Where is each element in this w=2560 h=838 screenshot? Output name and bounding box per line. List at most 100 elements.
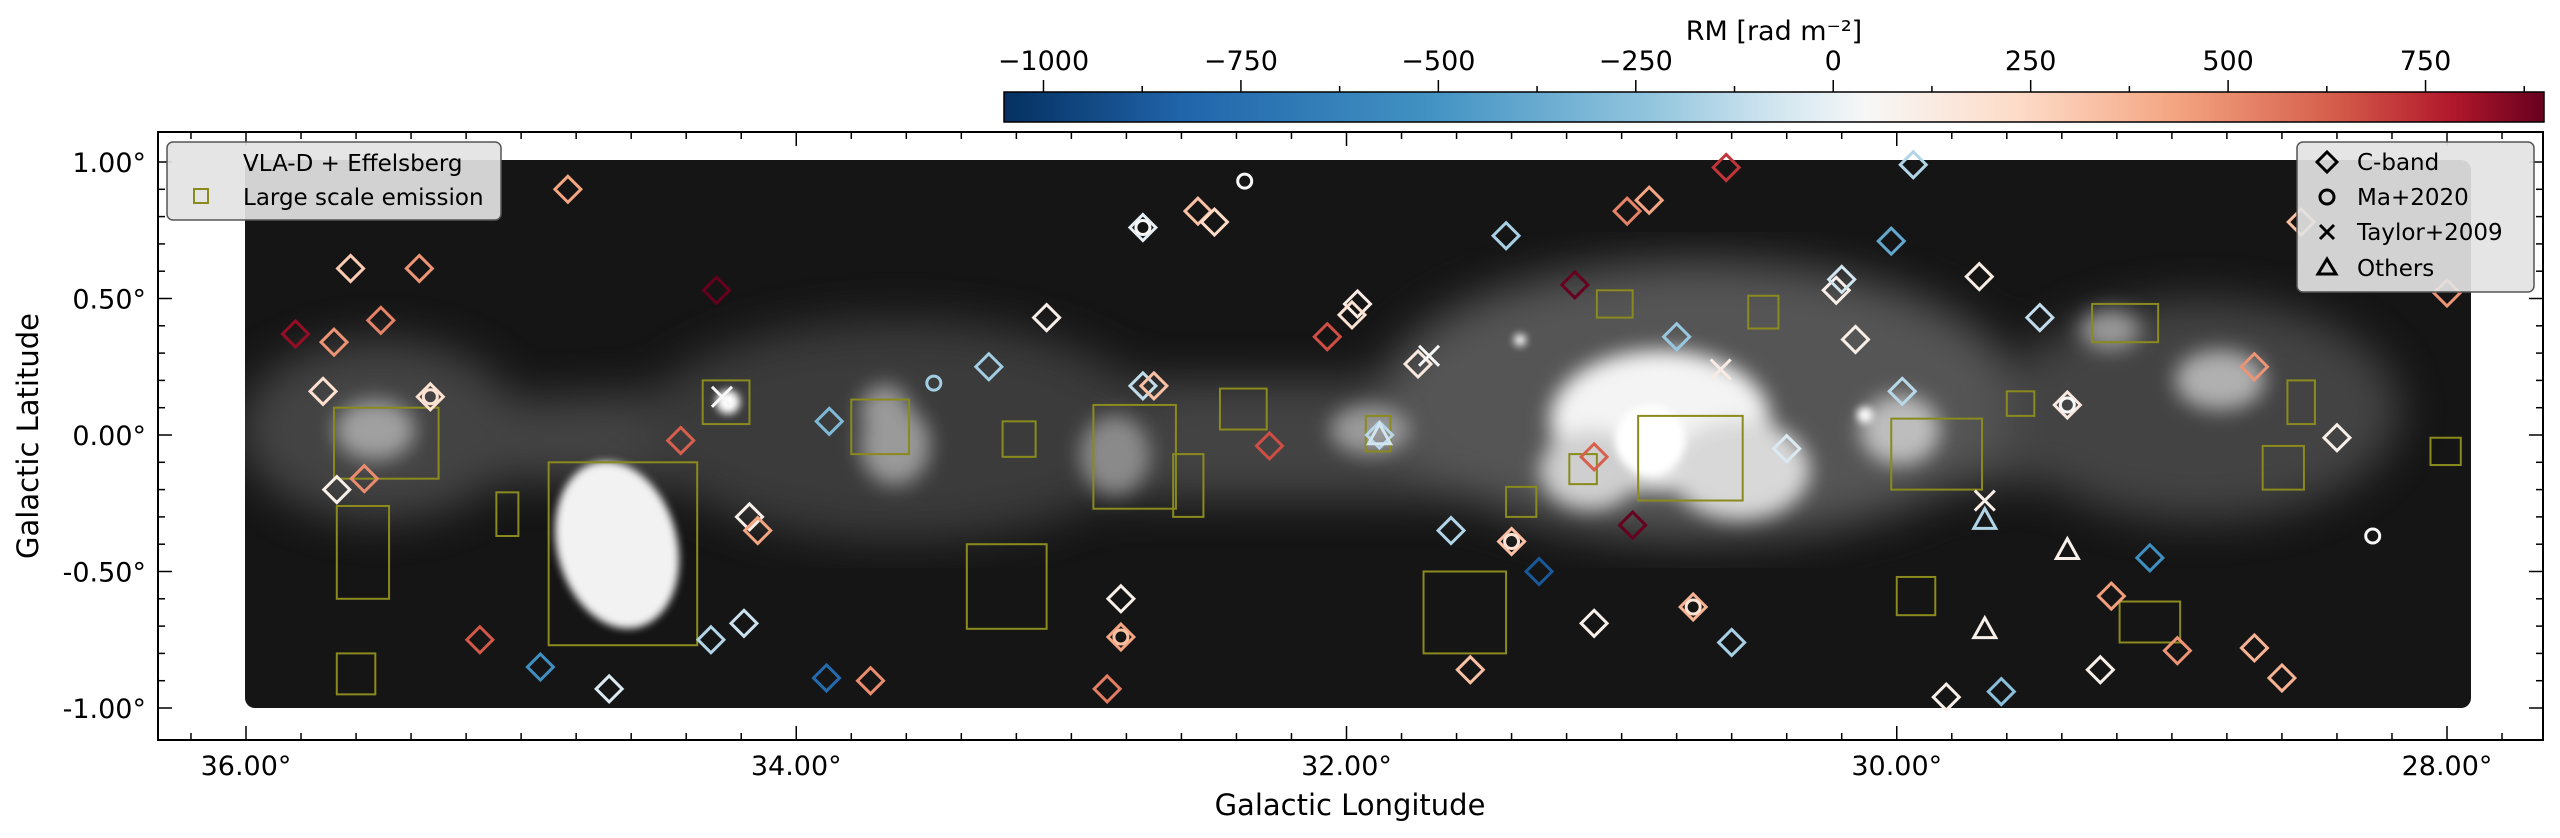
cband-marker — [1678, 591, 1709, 623]
colorbar-tick-label: 0 — [1825, 46, 1842, 77]
cband-marker — [742, 515, 773, 546]
colorbar: RM [rad m⁻²] −1000 −750 −500 −250 0 250 500 750 — [998, 16, 2545, 123]
cband-marker — [734, 501, 765, 533]
cband-marker — [415, 381, 446, 412]
emission-box — [335, 652, 377, 696]
emission-box — [2261, 444, 2305, 491]
cband-marker — [1105, 621, 1137, 653]
cband-marker — [2266, 662, 2298, 694]
ma2020-marker — [1134, 219, 1152, 237]
cband-marker — [814, 406, 845, 437]
cband-marker — [464, 624, 495, 655]
emission-box — [2091, 302, 2160, 344]
y-tick-label: 1.00° — [72, 148, 146, 179]
cband-marker — [1876, 226, 1907, 257]
cband-marker — [1840, 324, 1871, 355]
y-tick-label: 0.50° — [72, 285, 146, 316]
cband-marker — [1455, 654, 1486, 685]
legend-square-icon — [193, 188, 209, 204]
emission-box — [1001, 420, 1037, 458]
emission-box — [2005, 390, 2036, 417]
legend-entry-taylor2009: Taylor+2009 — [2356, 220, 2503, 246]
cband-marker — [1612, 196, 1643, 227]
ma2020-marker — [1236, 172, 1254, 190]
cband-marker — [1578, 608, 1610, 639]
cband-marker — [1559, 269, 1590, 300]
colorbar-tick-label: 500 — [2202, 46, 2254, 77]
cband-marker — [1127, 212, 1159, 243]
cband-marker — [1931, 681, 1962, 713]
cband-marker — [321, 474, 352, 505]
others-marker — [1971, 505, 1999, 530]
cband-marker — [811, 662, 842, 694]
cband-marker — [1771, 433, 1802, 464]
emission-box — [1422, 570, 1508, 655]
cband-marker — [349, 463, 380, 494]
legend-right: C-band Ma+2020 Taylor+2009 Others — [2296, 141, 2535, 293]
x-tick-label: 36.00° — [201, 751, 292, 782]
emission-box — [1595, 289, 1634, 319]
cband-marker — [1964, 261, 1995, 292]
emission-box — [701, 379, 751, 426]
colorbar-tick-label: 750 — [2400, 46, 2452, 77]
legend-triangle-icon — [2315, 256, 2339, 276]
legend-circle-icon — [2318, 188, 2336, 206]
cband-marker — [973, 351, 1004, 382]
cband-marker — [1578, 441, 1610, 472]
cband-marker — [404, 253, 435, 284]
cband-marker — [1821, 275, 1852, 306]
colorbar-label: RM [rad m⁻²] — [1686, 16, 1862, 47]
legend-cross-icon — [2318, 223, 2336, 241]
emission-box — [1895, 575, 1937, 617]
x-tick-label: 34.00° — [751, 751, 842, 782]
cband-marker — [1435, 515, 1467, 546]
colorbar-tick-label: −250 — [1599, 46, 1673, 77]
y-tick-label: -1.00° — [63, 694, 146, 725]
ma2020-marker — [421, 388, 439, 406]
cband-marker — [1092, 673, 1123, 705]
colorbar-tick-label: −1000 — [998, 46, 1089, 77]
ma2020-marker — [1684, 598, 1702, 616]
x-tick-label: 30.00° — [1851, 751, 1942, 782]
colorbar-tick-label: 250 — [2005, 46, 2057, 77]
cband-marker — [1312, 321, 1343, 352]
y-tick-label: -0.50° — [63, 558, 146, 589]
cband-marker — [1199, 206, 1230, 238]
emission-box — [1505, 485, 1538, 518]
emission-box — [2118, 600, 2182, 644]
taylor2009-marker — [710, 385, 734, 408]
cband-marker — [1490, 220, 1522, 251]
y-axis: 1.00° 0.50° 0.00° -0.50° -1.00° — [63, 148, 2543, 725]
emission-map — [245, 160, 2471, 708]
cband-marker — [525, 651, 556, 683]
emission-box — [1218, 387, 1268, 431]
legend-entry-large-scale: Large scale emission — [243, 185, 484, 211]
cband-marker — [1336, 299, 1368, 331]
cband-marker — [318, 327, 350, 358]
x-axis: 36.00° 34.00° 32.00° 30.00° 28.00° — [190, 132, 2503, 782]
emission-box — [2286, 379, 2316, 426]
cband-marker — [1182, 196, 1214, 227]
x-tick-label: 32.00° — [1301, 751, 1392, 782]
large-scale-emission-boxes — [333, 289, 2462, 696]
cband-marker — [1711, 152, 1742, 183]
cband-marker — [2239, 351, 2270, 382]
cband-marker — [2096, 580, 2127, 612]
emission-box — [333, 406, 440, 480]
cband-marker — [695, 624, 727, 655]
emission-box — [850, 398, 911, 456]
emission-box — [2429, 436, 2462, 467]
legend-entry-ma2020: Ma+2020 — [2357, 185, 2469, 211]
cband-marker — [1986, 676, 2017, 707]
cband-marker — [1105, 583, 1137, 614]
cband-marker — [365, 305, 396, 336]
legend-entry-vla: VLA-D + Effelsberg — [243, 151, 463, 177]
emission-box — [1747, 294, 1780, 330]
emission-box — [335, 504, 391, 600]
cband-marker — [1634, 185, 1665, 216]
cband-marker — [1364, 419, 1395, 451]
cband-marker — [2052, 389, 2083, 421]
others-marker — [2053, 535, 2081, 560]
cband-marker — [1138, 370, 1170, 401]
